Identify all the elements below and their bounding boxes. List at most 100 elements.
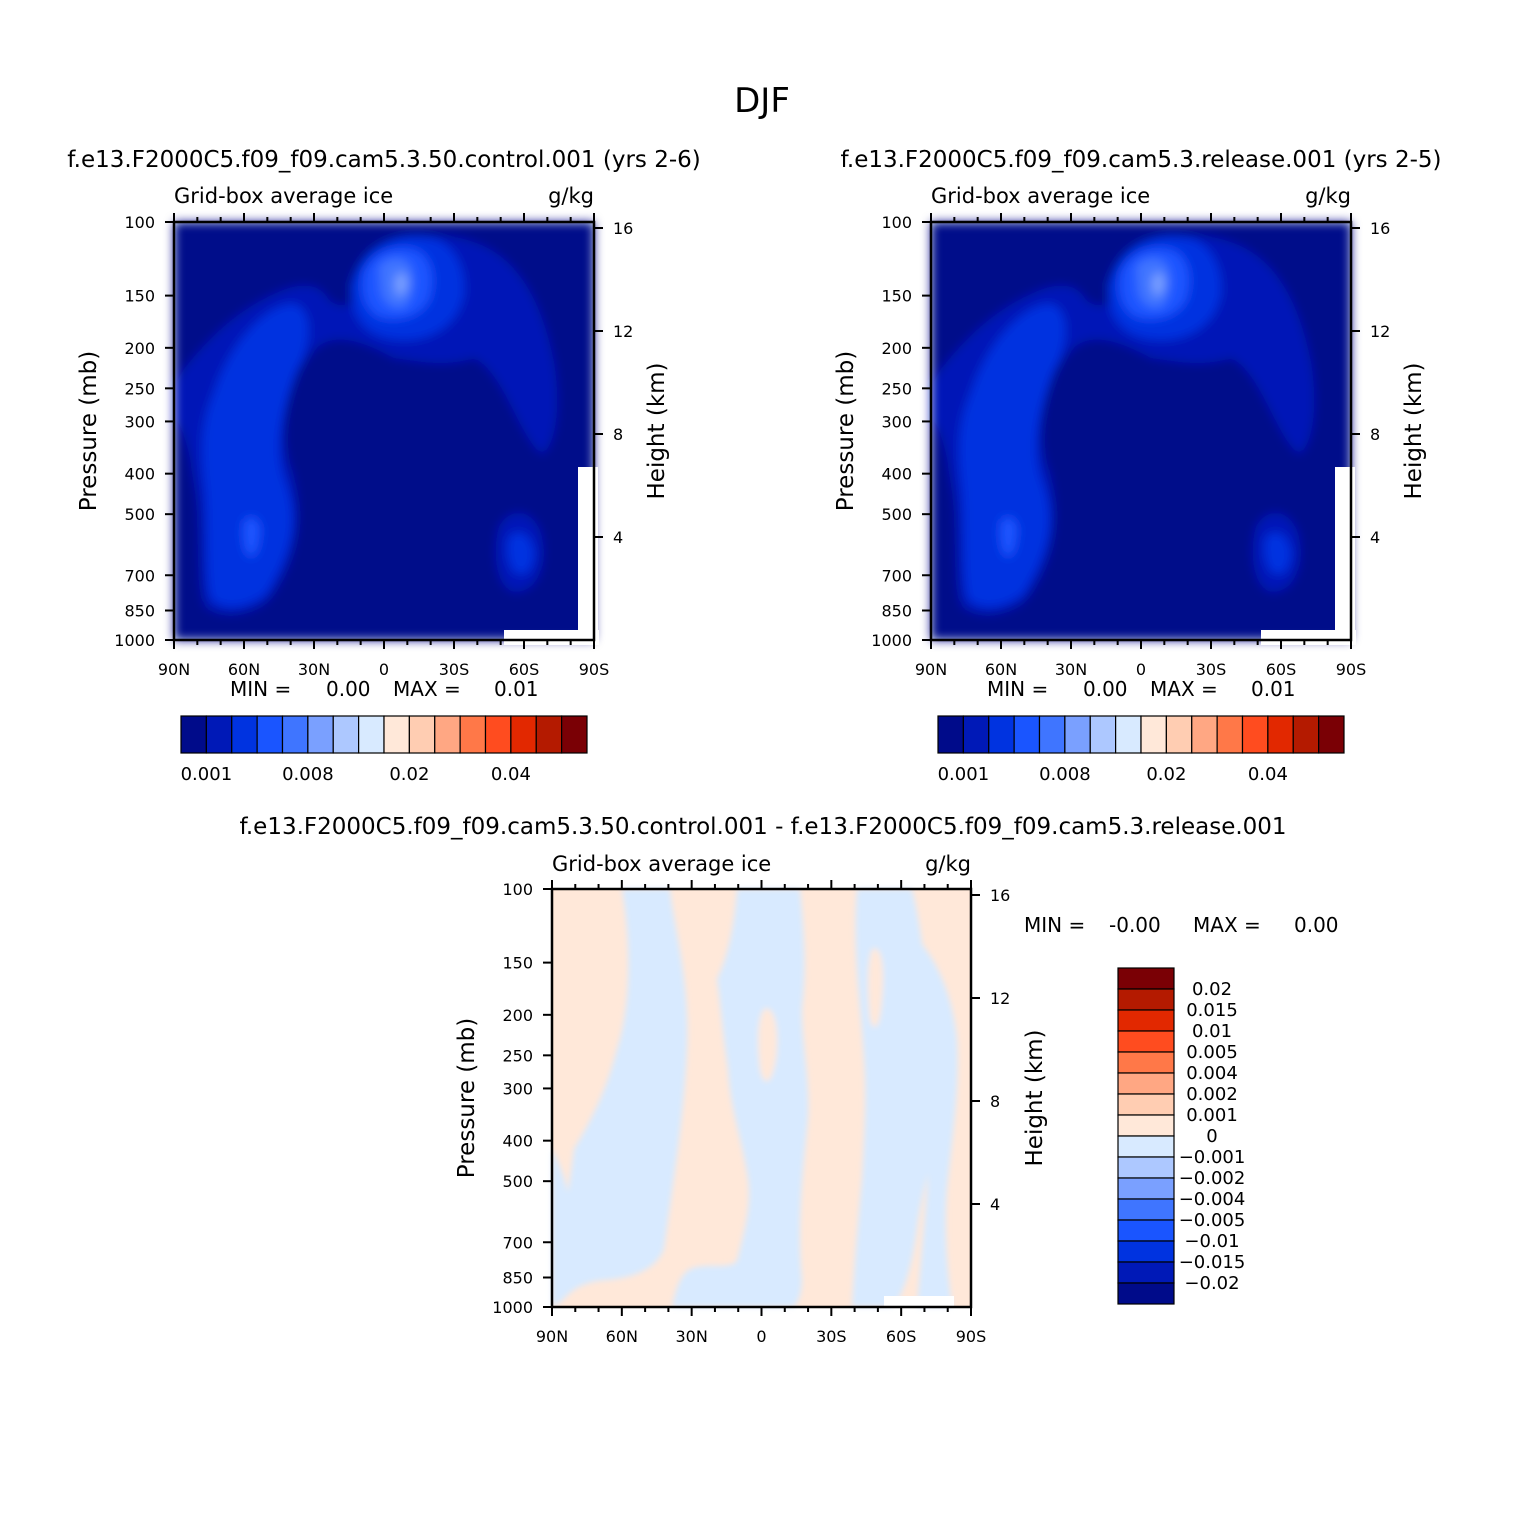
colorbar-label: 0.001: [938, 764, 990, 785]
x-tick-label: 60S: [886, 1327, 917, 1346]
y-tick-label: 700: [881, 566, 912, 585]
colorbar-box: [1117, 1219, 1175, 1242]
x-tick-label: 60N: [606, 1327, 638, 1346]
y-tick-label: 500: [502, 1172, 533, 1191]
colorbar-label: −0.002: [1179, 1168, 1246, 1189]
y-tick-label: 200: [502, 1006, 533, 1025]
colorbar-box: [332, 715, 360, 754]
colorbar-label: 0.04: [1248, 764, 1288, 785]
y-tick-label: 850: [124, 601, 155, 620]
colorbar-box: [459, 715, 487, 754]
y2-tick-label: 8: [613, 425, 623, 444]
max-value: 0.01: [1251, 677, 1296, 701]
x-tick-label: 30S: [439, 660, 470, 679]
colorbar-label: −0.015: [1179, 1252, 1246, 1273]
colorbar-label: 0.04: [491, 764, 531, 785]
max-label: MAX =: [1193, 913, 1261, 937]
y2-tick-label: 12: [990, 989, 1010, 1008]
y-tick-label: 250: [124, 379, 155, 398]
y-tick-label: 150: [502, 954, 533, 973]
panel-control: f.e13.F2000C5.f09_f09.cam5.3.50.control.…: [67, 147, 701, 785]
y-tick-label: 150: [881, 287, 912, 306]
colorbar-label: −0.005: [1179, 1210, 1246, 1231]
colorbar-box: [1117, 1156, 1175, 1179]
colorbar-label: 0.004: [1186, 1063, 1238, 1084]
colorbar-label: 0.001: [1186, 1105, 1238, 1126]
units-label: g/kg: [1305, 184, 1351, 208]
y-tick-label: 150: [124, 287, 155, 306]
max-value: 0.01: [494, 677, 539, 701]
units-label: g/kg: [925, 852, 971, 876]
colorbar-label: 0: [1206, 1126, 1217, 1147]
y2-axis-label: Height (km): [1022, 1029, 1048, 1166]
colorbar-label: 0.02: [1192, 979, 1232, 1000]
colorbar-box: [962, 715, 990, 754]
y2-tick-label: 12: [1370, 322, 1390, 341]
x-tick-label: 90N: [915, 660, 947, 679]
y-tick-label: 500: [881, 505, 912, 524]
y-tick-label: 400: [502, 1132, 533, 1151]
y2-tick-label: 4: [990, 1195, 1000, 1214]
y2-tick-label: 16: [613, 219, 633, 238]
stats: MIN = 0.00 MAX = 0.01: [987, 677, 1296, 701]
y-tick-label: 1000: [492, 1298, 533, 1317]
colorbar-box: [1117, 1261, 1175, 1284]
y2-axis: 16 12 8 4: [1351, 219, 1390, 547]
min-value: -0.00: [1109, 913, 1161, 937]
y-tick-label: 1000: [114, 631, 155, 650]
colorbar-box: [1292, 715, 1320, 754]
y-tick-label: 300: [502, 1079, 533, 1098]
colorbar-box: [1140, 715, 1167, 754]
colorbar-label: 0.01: [1192, 1021, 1232, 1042]
y-tick-label: 850: [881, 601, 912, 620]
x-tick-label: 30S: [1196, 660, 1227, 679]
colorbar-box: [1117, 1030, 1175, 1053]
colorbar-box: [1318, 715, 1345, 754]
x-tick-label: 30N: [676, 1327, 708, 1346]
y2-axis: 16 12 8 4: [971, 886, 1010, 1214]
x-tick-label: 0: [379, 660, 389, 679]
figure-title: DJF: [734, 81, 790, 121]
min-label: MIN =: [230, 677, 291, 701]
y-axis-label: Pressure (mb): [833, 351, 859, 511]
y2-axis-label: Height (km): [1401, 362, 1427, 499]
colorbar-box: [1191, 715, 1218, 754]
colorbar-box: [1117, 1198, 1175, 1221]
colorbar-box: [1038, 715, 1066, 754]
x-tick-label: 30S: [816, 1327, 847, 1346]
colorbar-box: [1117, 988, 1175, 1011]
panel-title: f.e13.F2000C5.f09_f09.cam5.3.release.001…: [840, 147, 1441, 173]
colorbar-box: [1089, 715, 1117, 754]
panel-title: f.e13.F2000C5.f09_f09.cam5.3.50.control.…: [67, 147, 701, 173]
colorbar-box: [358, 715, 385, 754]
y2-tick-label: 12: [613, 322, 633, 341]
x-tick-label: 0: [756, 1327, 766, 1346]
x-axis: 90N 60N 30N 0 30S 60S 90S: [915, 213, 1366, 679]
colorbar-box: [307, 715, 334, 754]
y-tick-label: 200: [124, 339, 155, 358]
panel-difference: f.e13.F2000C5.f09_f09.cam5.3.50.control.…: [239, 814, 1338, 1346]
x-tick-label: 60N: [228, 660, 260, 679]
colorbar-box: [281, 715, 309, 754]
max-label: MAX =: [1150, 677, 1218, 701]
colorbar-label: 0.02: [389, 764, 429, 785]
variable-label: Grid-box average ice: [931, 184, 1150, 208]
colorbar-box: [1165, 715, 1193, 754]
x-tick-label: 60S: [509, 660, 540, 679]
colorbar-box: [383, 715, 410, 754]
colorbar-box: [1117, 967, 1175, 990]
colorbar-box: [484, 715, 512, 754]
x-axis: 90N 60N 30N 0 30S 60S 90S: [536, 880, 986, 1346]
colorbar: 0.020.0150.010.0050.0040.0020.0010−0.001…: [1117, 967, 1246, 1305]
y-tick-label: 100: [124, 213, 155, 232]
min-label: MIN =: [987, 677, 1048, 701]
y2-tick-label: 16: [990, 886, 1010, 905]
variable-label: Grid-box average ice: [552, 852, 771, 876]
colorbar-box: [937, 715, 964, 754]
colorbar-label: 0.001: [181, 764, 233, 785]
colorbar-label: 0.008: [282, 764, 334, 785]
colorbar-box: [1117, 1240, 1175, 1263]
y-tick-label: 250: [502, 1046, 533, 1065]
y-tick-label: 300: [124, 412, 155, 431]
y-axis: 100 150 200 250 300 400 500 700 850 1000: [114, 213, 174, 650]
